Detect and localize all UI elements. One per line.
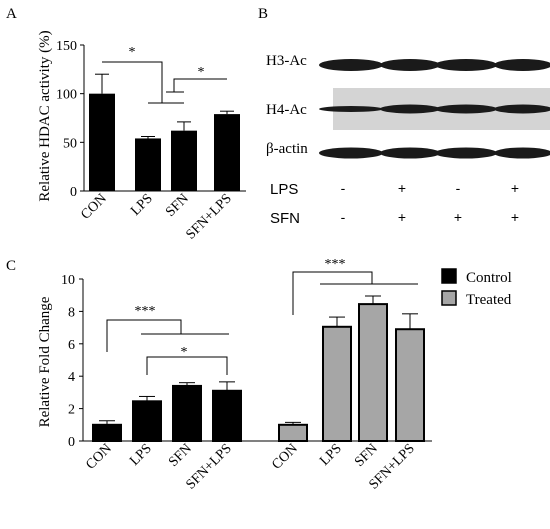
bar-control-sfn	[172, 384, 202, 442]
band-h4-ac-lane-2	[380, 104, 440, 114]
panel-label-b: B	[258, 6, 269, 22]
x-tick-label: SFN	[352, 441, 381, 470]
significance-marker: *	[198, 65, 205, 80]
y-tick-label: 0	[68, 435, 75, 450]
bar-treated-lps	[322, 325, 352, 442]
band-actin-lane-2	[380, 147, 440, 159]
treatment-mark-sfn: +	[511, 209, 519, 225]
bar-sfn	[171, 130, 197, 191]
treatment-mark-sfn: -	[341, 209, 346, 225]
band-actin-lane-4	[494, 147, 550, 159]
significance-bracket	[102, 61, 184, 104]
x-tick-label: SFN	[163, 191, 192, 220]
band-h3-ac-lane-2	[380, 59, 440, 71]
significance-bracket	[146, 356, 228, 375]
bar-lps	[135, 138, 161, 191]
y-tick-label: 0	[70, 185, 77, 200]
band-h3-ac-lane-1	[319, 59, 383, 71]
bar-con	[89, 93, 115, 191]
x-tick-label: SFN	[166, 441, 195, 470]
band-h4-ac-lane-4	[494, 104, 550, 114]
y-tick-label: 4	[68, 370, 75, 385]
y-axis-label: Relative HDAC activity (%)	[37, 30, 53, 201]
panel-label-c: C	[6, 258, 17, 274]
panel-label-a: A	[6, 6, 17, 22]
x-tick-label: LPS	[128, 191, 156, 219]
x-tick-label: CON	[78, 191, 110, 223]
legend-label-control: Control	[466, 270, 512, 286]
significance-bracket	[106, 319, 229, 352]
treatment-mark-lps: -	[456, 180, 461, 196]
legend-label-treated: Treated	[466, 292, 512, 308]
bar-sfn-lps	[214, 114, 240, 191]
blot-image: - + - + - + + +	[319, 59, 550, 225]
x-tick-label: LPS	[127, 441, 155, 469]
western-blot-panel: H3-Ac H4-Ac β-actin LPS SFN - + - + - + + +	[258, 0, 550, 250]
treatment-mark-lps: +	[398, 180, 406, 196]
legend-swatch-treated	[441, 290, 457, 306]
bar-control-lps	[132, 400, 162, 442]
y-tick-label: 100	[56, 88, 77, 103]
blot-row-label-beta-actin: β-actin	[266, 141, 308, 157]
treatment-mark-lps: -	[341, 180, 346, 196]
significance-marker: ***	[325, 258, 346, 272]
y-tick-label: 8	[68, 305, 75, 320]
band-actin-lane-3	[435, 147, 497, 159]
band-h4-ac-lane-3	[435, 104, 497, 114]
treatment-mark-sfn: +	[454, 209, 462, 225]
significance-bracket	[166, 78, 227, 93]
significance-bracket	[292, 271, 418, 315]
significance-marker: ***	[135, 304, 156, 319]
significance-marker: *	[129, 45, 136, 60]
bar-treated-sfn-lps	[395, 328, 425, 442]
y-tick-label: 10	[61, 273, 75, 288]
x-tick-label: SFN+LPS	[183, 191, 234, 242]
band-h3-ac-lane-3	[435, 59, 497, 71]
significance-marker: *	[181, 345, 188, 360]
y-tick-label: 6	[68, 338, 75, 353]
treatment-mark-lps: +	[511, 180, 519, 196]
y-tick-label: 150	[56, 39, 77, 54]
band-h3-ac-lane-4	[494, 59, 550, 71]
band-actin-lane-1	[319, 147, 383, 159]
treatment-label-sfn: SFN	[270, 210, 300, 227]
x-tick-label: CON	[269, 441, 301, 473]
bar-treated-sfn	[358, 303, 388, 442]
legend-swatch-control	[441, 268, 457, 284]
y-axis-label: Relative Fold Change	[37, 296, 53, 427]
x-tick-label: LPS	[317, 441, 345, 469]
bar-control-con	[92, 423, 122, 443]
blot-row-label-h3ac: H3-Ac	[266, 53, 307, 69]
blot-row-label-h4ac: H4-Ac	[266, 102, 307, 118]
y-tick-label: 50	[63, 136, 77, 151]
y-tick-label: 2	[68, 403, 75, 418]
bar-treated-con	[278, 423, 308, 443]
band-h4-ac-lane-1	[319, 106, 383, 112]
x-tick-label: CON	[83, 441, 115, 473]
treatment-label-lps: LPS	[270, 181, 299, 198]
treatment-mark-sfn: +	[398, 209, 406, 225]
bar-control-sfn-lps	[212, 389, 242, 442]
